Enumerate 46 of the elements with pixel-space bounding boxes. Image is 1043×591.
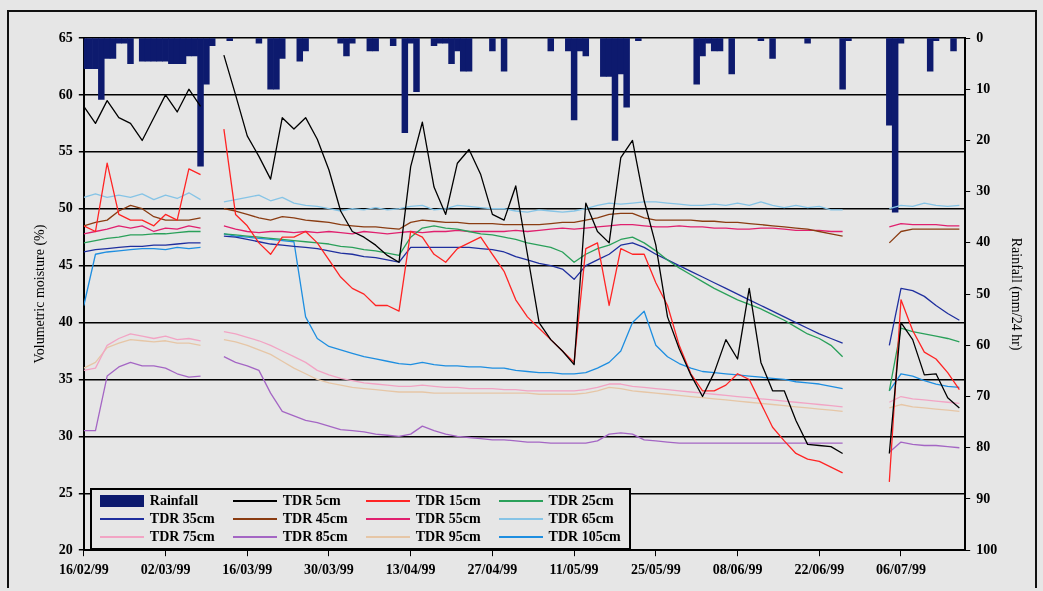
y2-tick-label: 50 — [976, 285, 991, 301]
x-tick-label: 06/07/99 — [876, 562, 926, 578]
y2-tick-label: 30 — [976, 183, 991, 199]
x-tick-label: 30/03/99 — [304, 562, 354, 578]
y2-tick-label: 60 — [976, 336, 991, 352]
x-tick-label: 25/05/99 — [630, 562, 681, 578]
y2-tick-label: 10 — [976, 80, 991, 96]
x-tick-label: 02/03/99 — [140, 562, 191, 578]
y2-tick-label: 70 — [976, 388, 991, 404]
y2-tick-label: 40 — [976, 234, 991, 250]
y2-tick-label: 80 — [976, 439, 991, 455]
x-tick-label: 22/06/99 — [794, 562, 845, 578]
x-tick-label: 16/03/99 — [222, 562, 273, 578]
x-tick-label: 08/06/99 — [712, 562, 763, 578]
y-tick-label: 50 — [58, 200, 73, 216]
x-tick-label: 16/02/99 — [58, 562, 109, 578]
legend-label: TDR 105cm — [548, 529, 621, 546]
y-tick-label: 25 — [58, 484, 73, 500]
legend-label: Rainfall — [149, 493, 199, 510]
legend-label: TDR 75cm — [149, 529, 215, 546]
legend-label: TDR 45cm — [282, 511, 348, 528]
legend-label: TDR 95cm — [415, 529, 481, 546]
y-tick-label: 60 — [58, 86, 73, 102]
x-tick-label: 11/05/99 — [549, 562, 599, 578]
y-tick-label: 20 — [58, 541, 73, 557]
y2-tick-label: 0 — [976, 29, 984, 45]
x-tick-label: 13/04/99 — [385, 562, 436, 578]
y-tick-label: 40 — [58, 314, 73, 330]
x-tick-label: 27/04/99 — [467, 562, 518, 578]
y-axis-title: Volumetric moisture (%) — [32, 224, 49, 364]
y2-tick-label: 100 — [976, 541, 998, 557]
legend-label: TDR 35cm — [149, 511, 215, 528]
y-tick-label: 30 — [58, 427, 73, 443]
y-tick-label: 65 — [58, 29, 73, 45]
legend-label: TDR 15cm — [415, 493, 481, 510]
y-tick-label: 35 — [58, 371, 73, 387]
y-tick-label: 45 — [58, 257, 73, 273]
y2-axis-title: Rainfall (mm/24 hr) — [1007, 237, 1024, 351]
y-tick-label: 55 — [58, 143, 73, 159]
y2-tick-label: 90 — [976, 490, 991, 506]
legend-label: TDR 85cm — [282, 529, 348, 546]
legend-label: TDR 65cm — [548, 511, 614, 528]
y2-tick-label: 20 — [976, 132, 991, 148]
legend-label: TDR 55cm — [415, 511, 481, 528]
legend-label: TDR 5cm — [282, 493, 341, 510]
legend-label: TDR 25cm — [548, 493, 614, 510]
